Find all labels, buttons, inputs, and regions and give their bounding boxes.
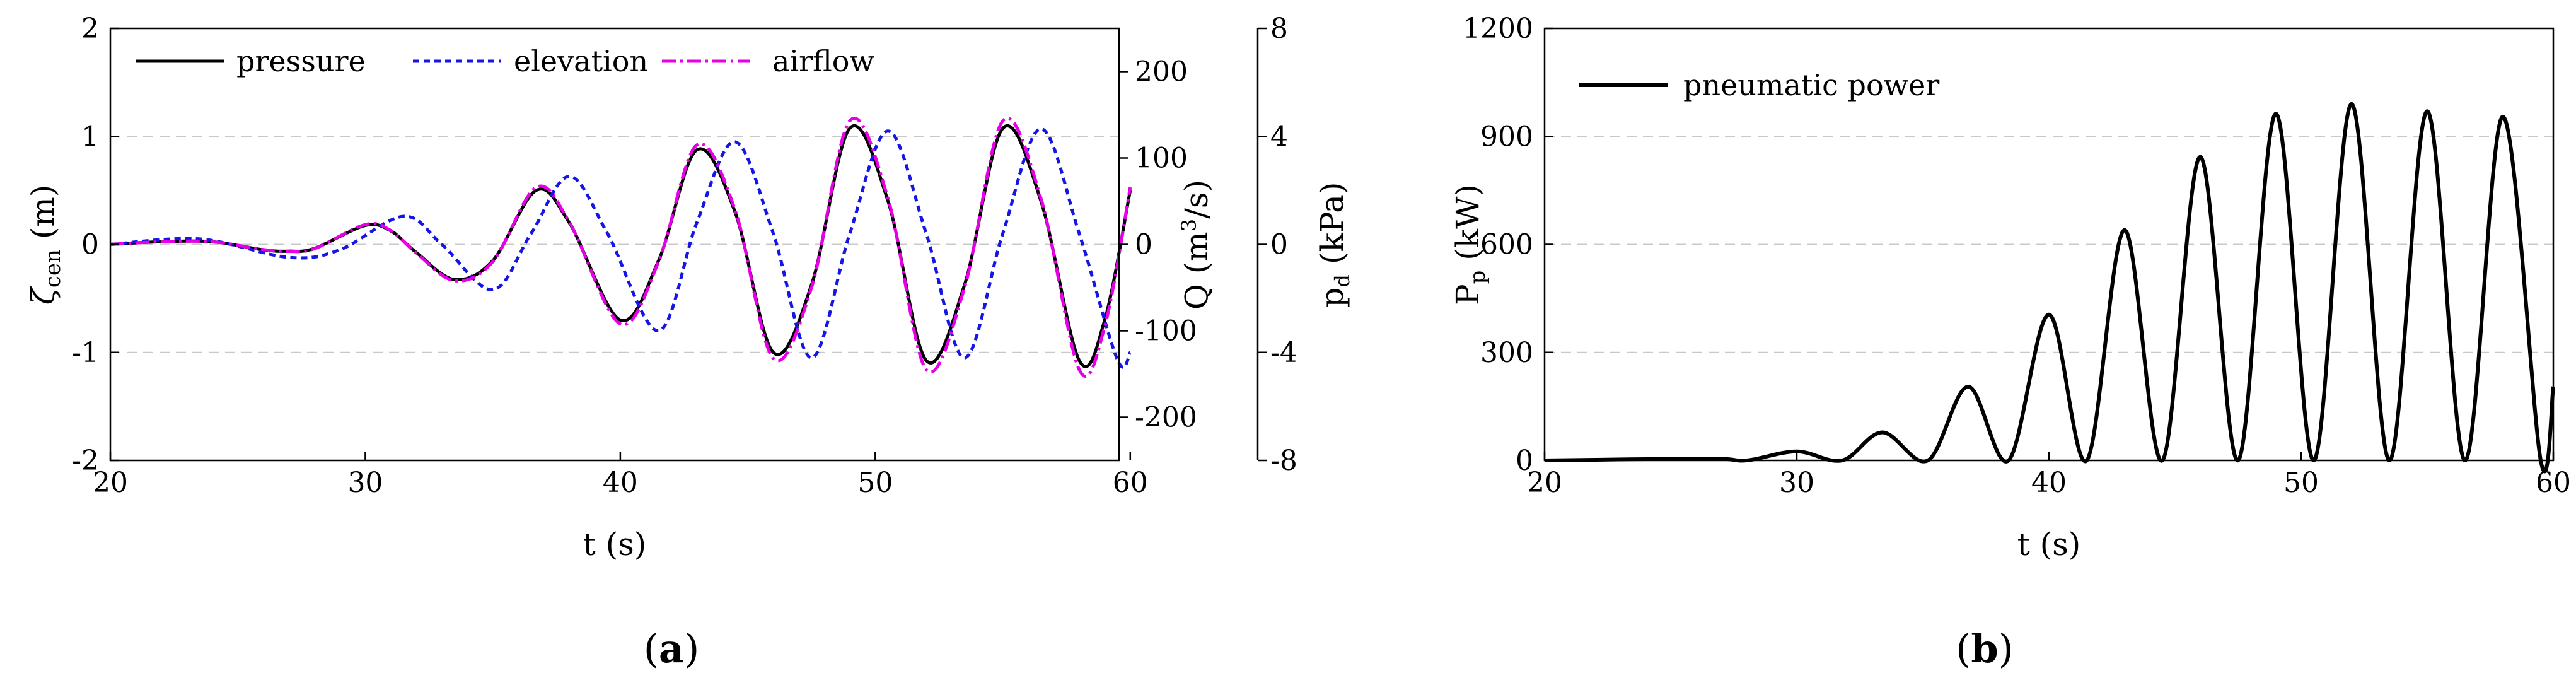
panel-a-y-tick-label-left: 2 — [81, 13, 99, 45]
panel-a-x-tick-label: 40 — [603, 467, 638, 499]
panel-b-x-tick-label: 20 — [1527, 467, 1562, 499]
panel-a-gridlines — [110, 136, 1119, 353]
panel-a-legend: pressure elevation airflow — [136, 44, 874, 78]
panel-b-x-tick-label: 60 — [2536, 467, 2571, 499]
panel-a-y-tick-label-left: 0 — [81, 229, 99, 261]
panel-a-x-tick-label: 50 — [857, 467, 893, 499]
panel-a-y-tick-label-right-1: 200 — [1135, 56, 1188, 88]
series-elevation — [110, 127, 1132, 369]
panel-a-x-axis-label: t (s) — [583, 526, 647, 563]
panel-a-y-tick-label-right-1: 0 — [1135, 229, 1152, 261]
panel-a-y-tick-label-right-2: -8 — [1270, 445, 1297, 477]
panel-a-y-tick-label-left: -1 — [72, 337, 99, 369]
legend-elevation-label: elevation — [514, 44, 648, 78]
panel-a-y-tick-label-right-2: 4 — [1270, 120, 1288, 153]
panel-b-y-tick-label: 0 — [1516, 445, 1533, 477]
series-airflow — [110, 117, 1132, 378]
panel-b-y-tick-label: 300 — [1480, 337, 1533, 369]
panel-b-x-tick-label: 40 — [2031, 467, 2067, 499]
panel-a-caption: (a) — [644, 626, 700, 672]
panel-a-x-tick-label: 30 — [347, 467, 383, 499]
panel-b-y-tick-label: 1200 — [1463, 13, 1533, 45]
panel-b-x-tick-label: 30 — [1779, 467, 1814, 499]
panel-b-series-lines — [1544, 102, 2555, 474]
panel-a-y-tick-label-right-1: 100 — [1135, 143, 1188, 175]
series-pressure — [110, 124, 1132, 368]
panel-b: 0 300 600 900 1200 20 30 40 50 60 pneumatic power… — [1449, 13, 2571, 672]
panel-b-y-tick-label: 600 — [1480, 229, 1533, 261]
panel-a-x-tick-label: 60 — [1113, 467, 1148, 499]
legend-pressure-label: pressure — [236, 44, 366, 78]
panel-b-x-tick-label: 50 — [2283, 467, 2319, 499]
series-pneumatic-power — [1544, 102, 2555, 474]
panel-a-ticks: 20 30 40 50 60 -2 -1 0 1 2 -200 -100 0 100 200 -8 -4 0 4 8 — [72, 13, 1297, 499]
legend-pneumatic-power-label: pneumatic power — [1683, 68, 1939, 102]
panel-a-x-tick-label: 20 — [93, 467, 128, 499]
panel-b-y-axis-label: Pp (kW) — [1449, 184, 1490, 305]
panel-b-y-tick-label: 900 — [1480, 120, 1533, 153]
panel-b-ticks: 0 300 600 900 1200 20 30 40 50 60 — [1463, 13, 2571, 499]
panel-a: 20 30 40 50 60-2-1012-200-1000100200-8-4048 … — [25, 13, 1354, 672]
panel-a-y-tick-label-right-2: 0 — [1270, 229, 1288, 261]
panel-b-legend: pneumatic power — [1579, 68, 1939, 102]
panel-a-y-axis-label-left: ζcen (m) — [25, 185, 66, 305]
panel-a-y-tick-label-right-1: -200 — [1135, 402, 1197, 434]
panel-a-y-axis-label-right-1: Q (m3/s) — [1177, 180, 1215, 310]
panel-a-y-tick-label-left: -2 — [72, 445, 99, 477]
legend-airflow-label: airflow — [772, 44, 874, 78]
panel-a-y-tick-label-right-1: -100 — [1135, 315, 1197, 348]
panel-a-series-lines — [110, 117, 1132, 378]
panel-a-y-axis-label-right-2: pd (kPa) — [1314, 182, 1354, 308]
panel-a-y-tick-label-right-2: 8 — [1270, 13, 1288, 45]
panel-b-x-axis-label: t (s) — [2017, 526, 2081, 563]
panel-b-caption: (b) — [1956, 626, 2014, 672]
panel-a-y-tick-label-left: 1 — [81, 120, 99, 153]
panel-b-gridlines — [1545, 136, 2553, 353]
panel-a-y-tick-label-right-2: -4 — [1270, 337, 1297, 369]
